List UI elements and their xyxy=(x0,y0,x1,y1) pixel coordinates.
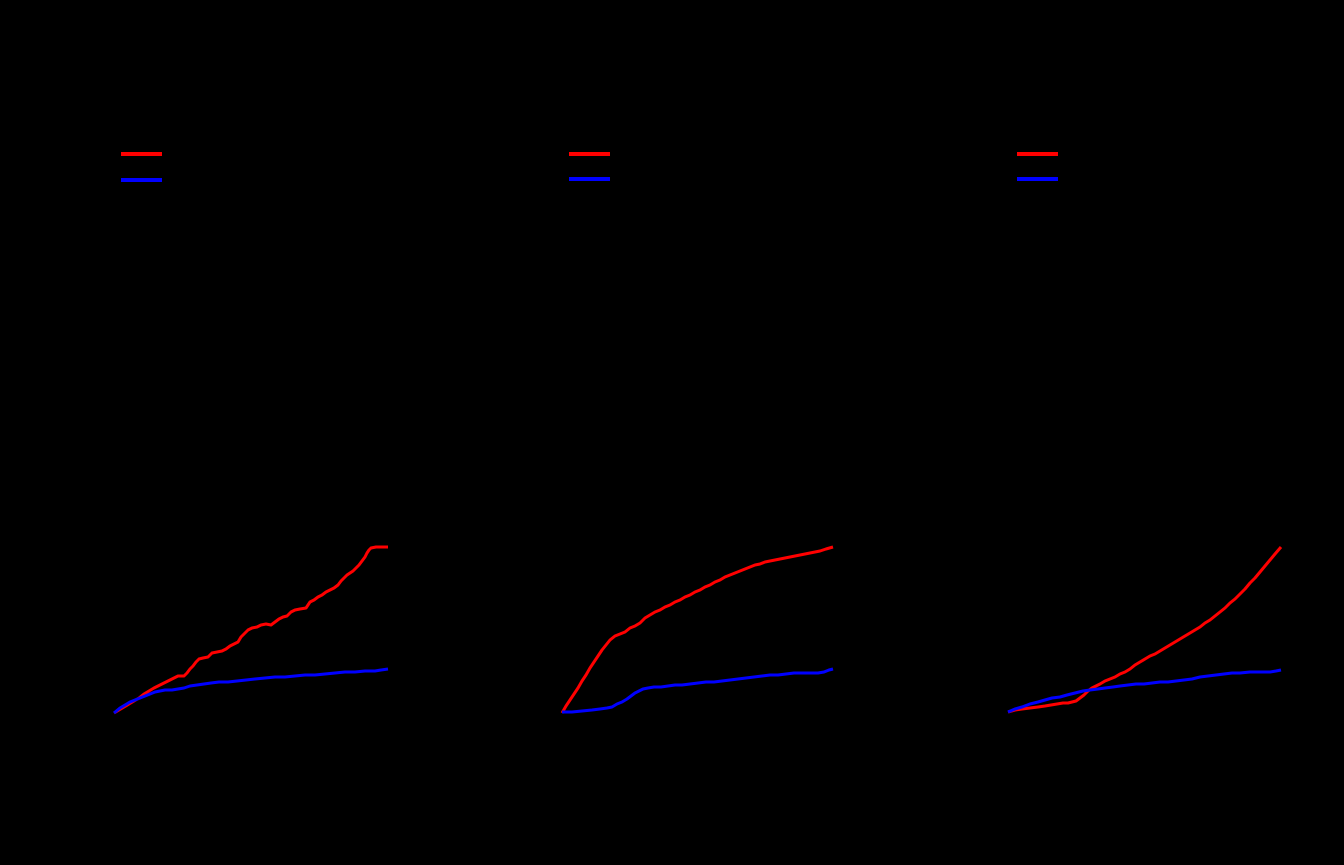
panel-right xyxy=(1007,152,1283,714)
middle-panel-blue-series-line xyxy=(562,667,834,714)
right-panel-blue-series-line xyxy=(1007,668,1282,714)
right-panel-red-series-line xyxy=(1007,546,1283,714)
middle-panel-red-series-line xyxy=(560,545,834,714)
left-panel-blue-series-line xyxy=(113,667,389,715)
panel-left xyxy=(113,152,389,715)
panel-middle xyxy=(560,152,834,714)
left-panel-red-series-line xyxy=(113,545,388,715)
